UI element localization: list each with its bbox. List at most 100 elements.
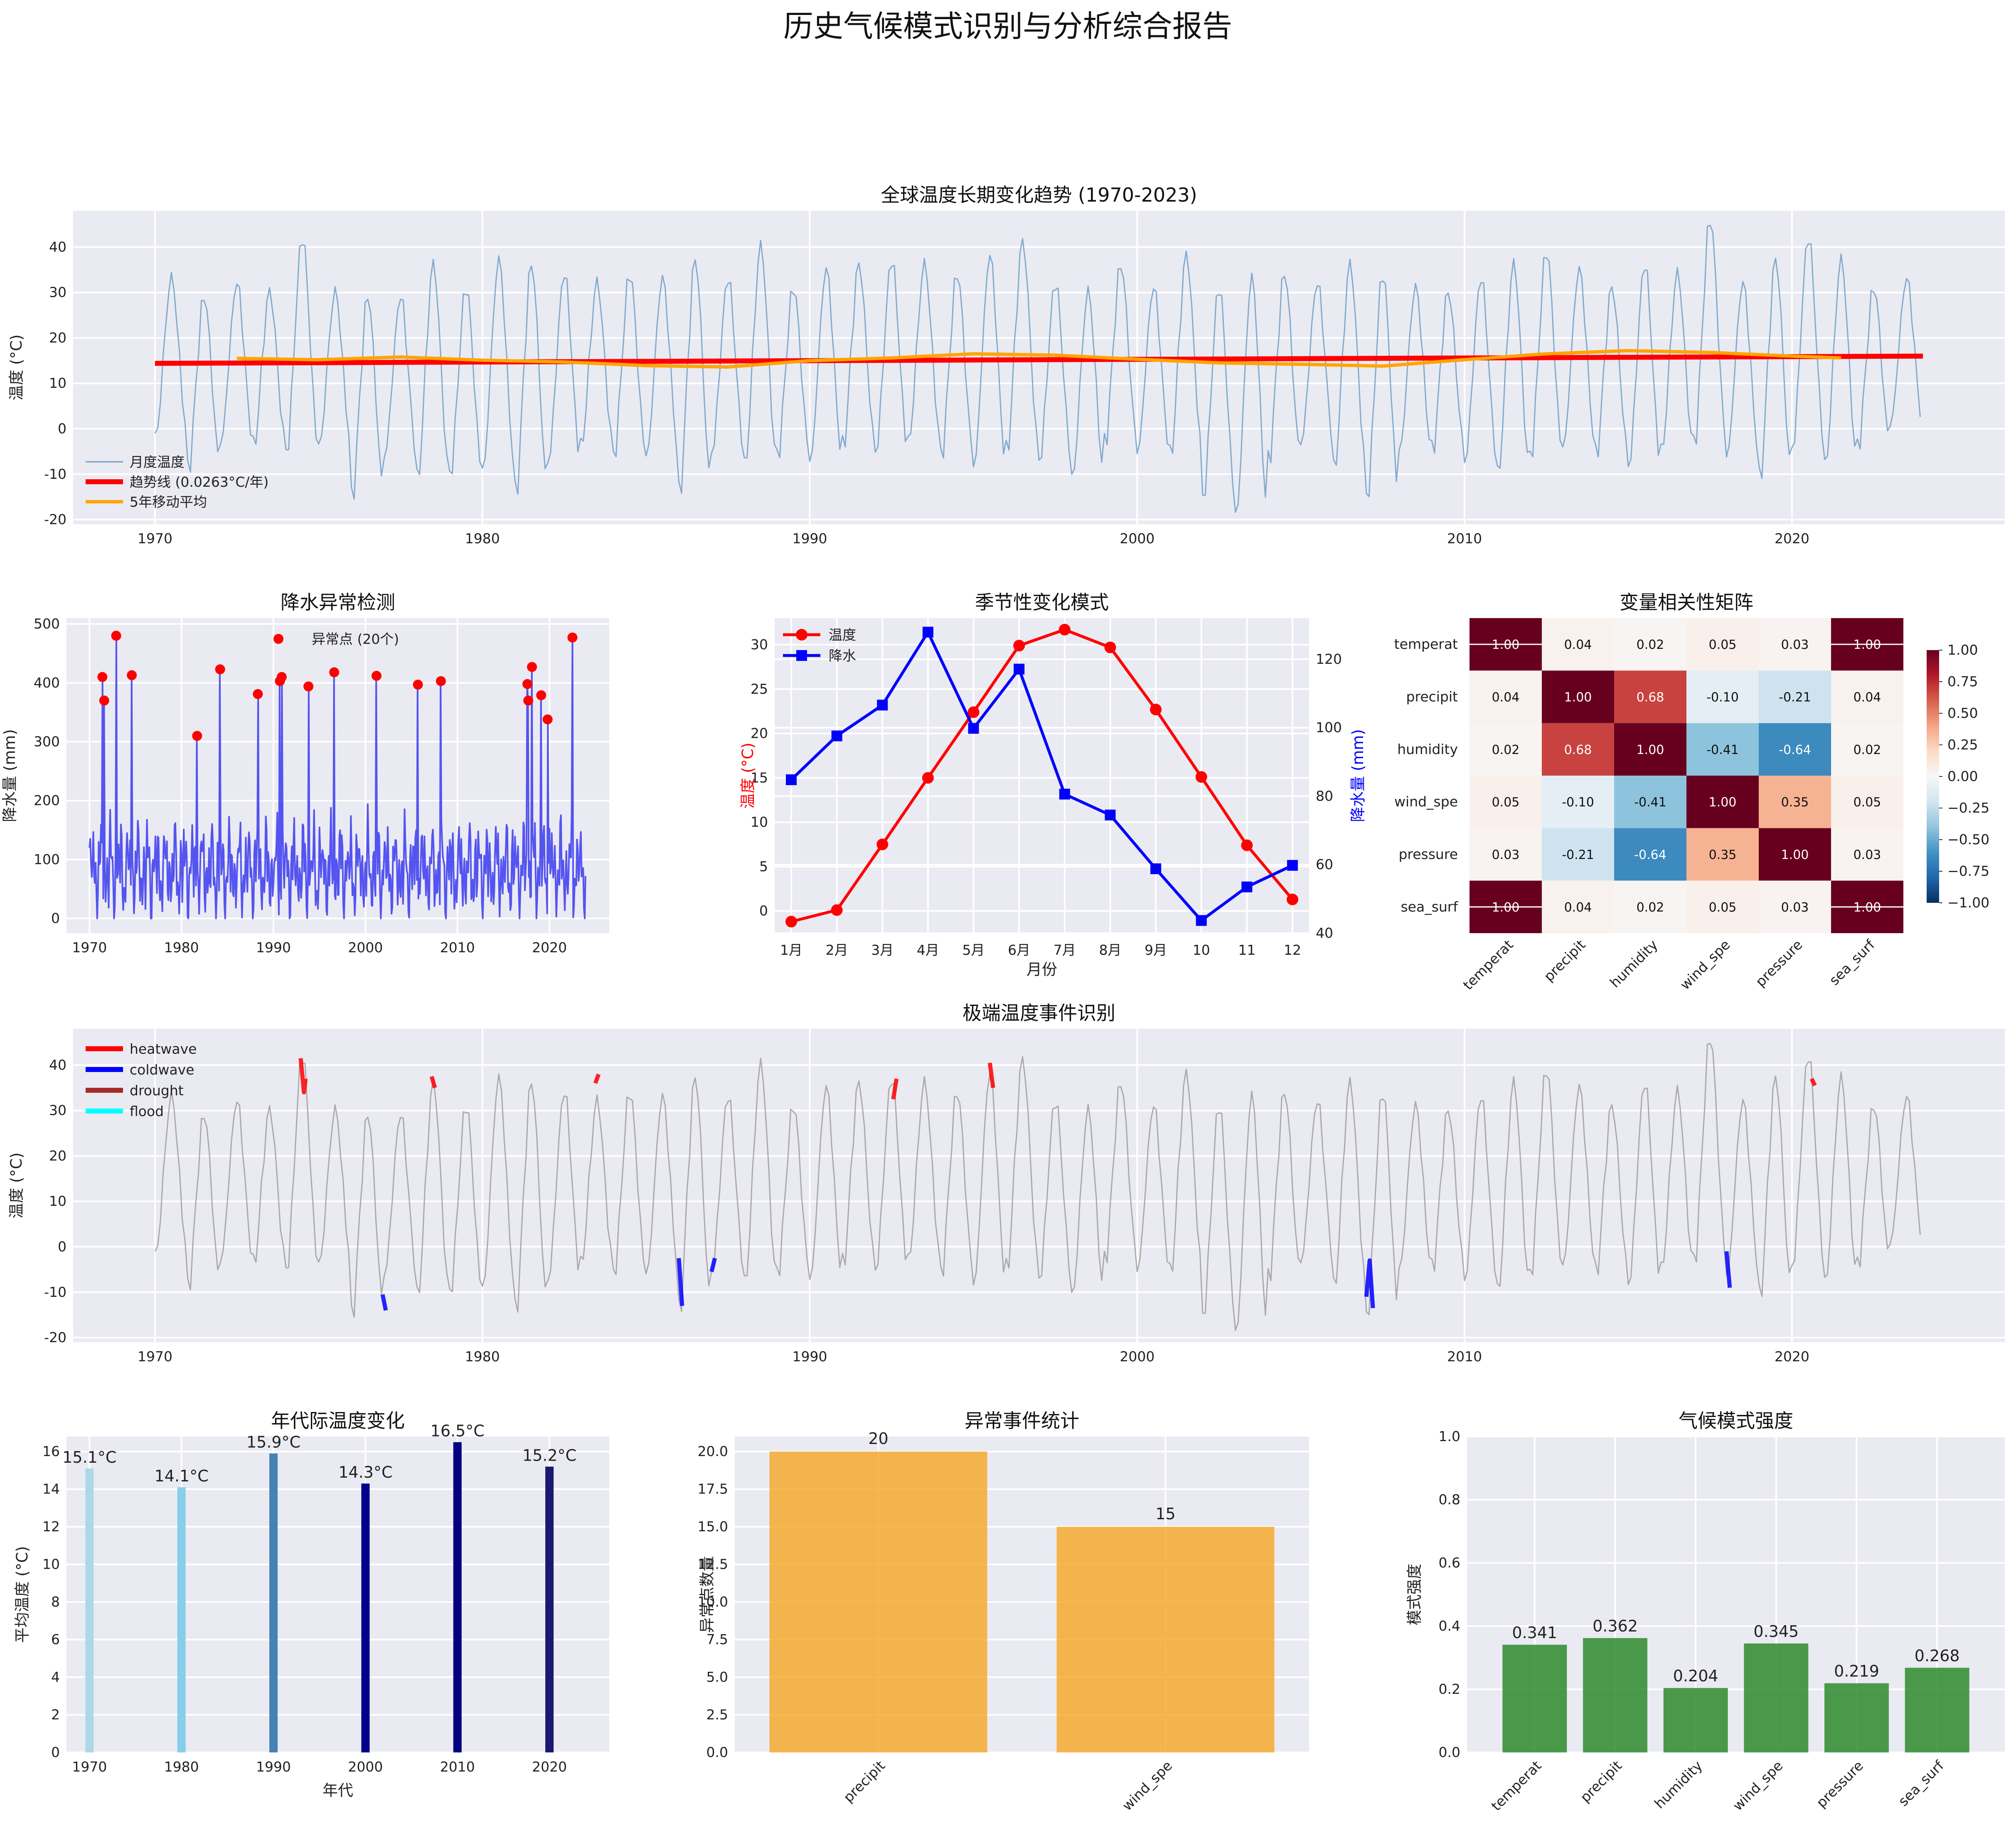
heatmap-cell (1831, 723, 1903, 776)
y-tick-label: 0 (759, 903, 768, 919)
heatmap-cell-value: 0.04 (1564, 638, 1592, 652)
y-tick-label: 0.0 (1439, 1744, 1460, 1760)
x-tick-label: 1980 (164, 1759, 199, 1775)
x-tick-label: 2000 (348, 939, 383, 956)
heatmap-cell (1470, 828, 1542, 881)
y-tick-label: 200 (34, 792, 60, 808)
y-tick-label: 15 (751, 769, 768, 786)
y-tick-label: 30 (49, 1102, 66, 1119)
heatmap-cell (1759, 670, 1831, 723)
heatmap-cell (1470, 723, 1542, 776)
x-tick-label: 1970 (72, 939, 107, 956)
temperature-point (1013, 640, 1025, 652)
heatmap-cell (1542, 618, 1614, 671)
legend-marker (796, 650, 807, 661)
anomaly-point (192, 731, 202, 741)
bar (85, 1468, 94, 1752)
legend-label: flood (130, 1103, 164, 1119)
x-tick-label: 2000 (1120, 1348, 1154, 1365)
bar-value-label: 0.204 (1673, 1667, 1718, 1685)
anomaly-point (111, 631, 121, 641)
y-tick-label: 17.5 (698, 1481, 728, 1497)
x-tick-label: 8月 (1099, 942, 1121, 958)
temperature-point (1241, 839, 1253, 851)
x-axis-label: 年代 (322, 1782, 353, 1799)
y-tick-label: 10.0 (698, 1594, 728, 1610)
y-tick-label: 10 (751, 814, 768, 830)
heatmap-cell-value: 0.02 (1637, 900, 1664, 915)
heatmap-cell-value: 0.05 (1709, 900, 1737, 915)
bar (453, 1442, 462, 1752)
chart-pattern-strength: 0.00.20.40.60.81.0气候模式强度模式强度0.341tempera… (1406, 1410, 2005, 1814)
precipitation-point (1241, 881, 1253, 892)
event-coldwave (380, 1294, 388, 1311)
y-tick-label: 100 (34, 851, 60, 867)
heatmap-cell (1759, 723, 1831, 776)
precipitation-point (1014, 663, 1025, 675)
y-tick-label: 30 (751, 636, 768, 653)
heatmap-cell-value: 0.02 (1492, 743, 1520, 757)
event-heatwave (891, 1078, 899, 1100)
colorbar-tick-label: −0.25 (1947, 800, 1989, 816)
heatmap-cell-value: -0.21 (1779, 690, 1811, 705)
temperature-point (876, 838, 889, 850)
precipitation-point (786, 774, 797, 785)
heatmap-cell-value: 0.03 (1854, 848, 1881, 862)
legend-label: coldwave (130, 1062, 194, 1078)
chart-title: 季节性变化模式 (975, 591, 1109, 614)
heatmap-cell-value: 0.04 (1854, 690, 1881, 705)
x-tick-label: 1970 (138, 530, 172, 547)
event-coldwave (1364, 1258, 1375, 1309)
heatmap-cell-value: 1.00 (1781, 848, 1809, 862)
anomaly-point (436, 676, 446, 686)
y-tick-label: 20 (751, 725, 768, 742)
bar (1583, 1638, 1647, 1752)
heatmap-cell (1686, 618, 1759, 671)
heatmap-cell-value: 0.35 (1781, 795, 1809, 810)
colorbar-tick-label: −0.50 (1947, 831, 1989, 848)
heatmap-cell (1542, 880, 1614, 933)
series-background-temperature (154, 1042, 1921, 1331)
y-tick-label: 14 (42, 1481, 60, 1497)
legend-label: drought (130, 1082, 184, 1099)
x-tick-label: 2010 (1447, 530, 1482, 547)
row-label: precipit (1406, 689, 1458, 705)
y-tick-label: 0 (51, 910, 60, 927)
bar-value-label: 16.5°C (431, 1422, 485, 1440)
heatmap-cell-value: 0.02 (1854, 743, 1881, 757)
y-axis-label: 温度 (°C) (7, 335, 25, 401)
x-tick-label: 2010 (440, 1759, 475, 1775)
legend: heatwave coldwave drought flood (86, 1041, 197, 1119)
x-tick-label: 1980 (465, 1348, 500, 1365)
heatmap-cell-value: 0.04 (1564, 900, 1592, 915)
heatmap-cell (1614, 776, 1686, 828)
heatmap-cell-value: 1.00 (1637, 743, 1664, 757)
event-coldwave (1724, 1251, 1732, 1288)
precipitation-point (922, 626, 933, 638)
y-axis-label: 温度 (°C) (7, 1153, 25, 1219)
x-tick-label: 1990 (256, 1759, 291, 1775)
anomaly-point (567, 632, 578, 643)
y-tick-label: 20 (49, 1148, 66, 1164)
anomaly-point (523, 695, 534, 706)
colorbar-tick-label: 0.75 (1947, 673, 1978, 690)
bar (769, 1451, 987, 1752)
heatmap-cell (1686, 723, 1759, 776)
heatmap-cell-value: 1.00 (1709, 795, 1737, 810)
y-tick-label: 7.5 (706, 1631, 728, 1648)
anomaly-point (215, 664, 225, 675)
anomaly-point (329, 667, 340, 678)
y-tick-label: 20.0 (698, 1443, 728, 1459)
chart-temperature-trend: 1970 1980 1990 2000 2010 2020 -20 -10 0 10 20 30 40 全… (7, 184, 2005, 547)
x-tick-label: 1990 (256, 939, 291, 956)
bar-value-label: 0.345 (1753, 1622, 1799, 1641)
event-heatwave (298, 1058, 308, 1094)
y-axis-label: 异常点数量 (698, 1556, 716, 1633)
bar (1056, 1527, 1275, 1752)
heatmap-cell-value: 0.35 (1709, 848, 1737, 862)
y-right-tick-label: 100 (1316, 720, 1342, 736)
colorbar-tick-label: −0.75 (1947, 863, 1989, 879)
heatmap-cell (1542, 670, 1614, 723)
y-tick-label: 10 (49, 1193, 66, 1209)
x-tick-label: 1月 (780, 942, 802, 958)
